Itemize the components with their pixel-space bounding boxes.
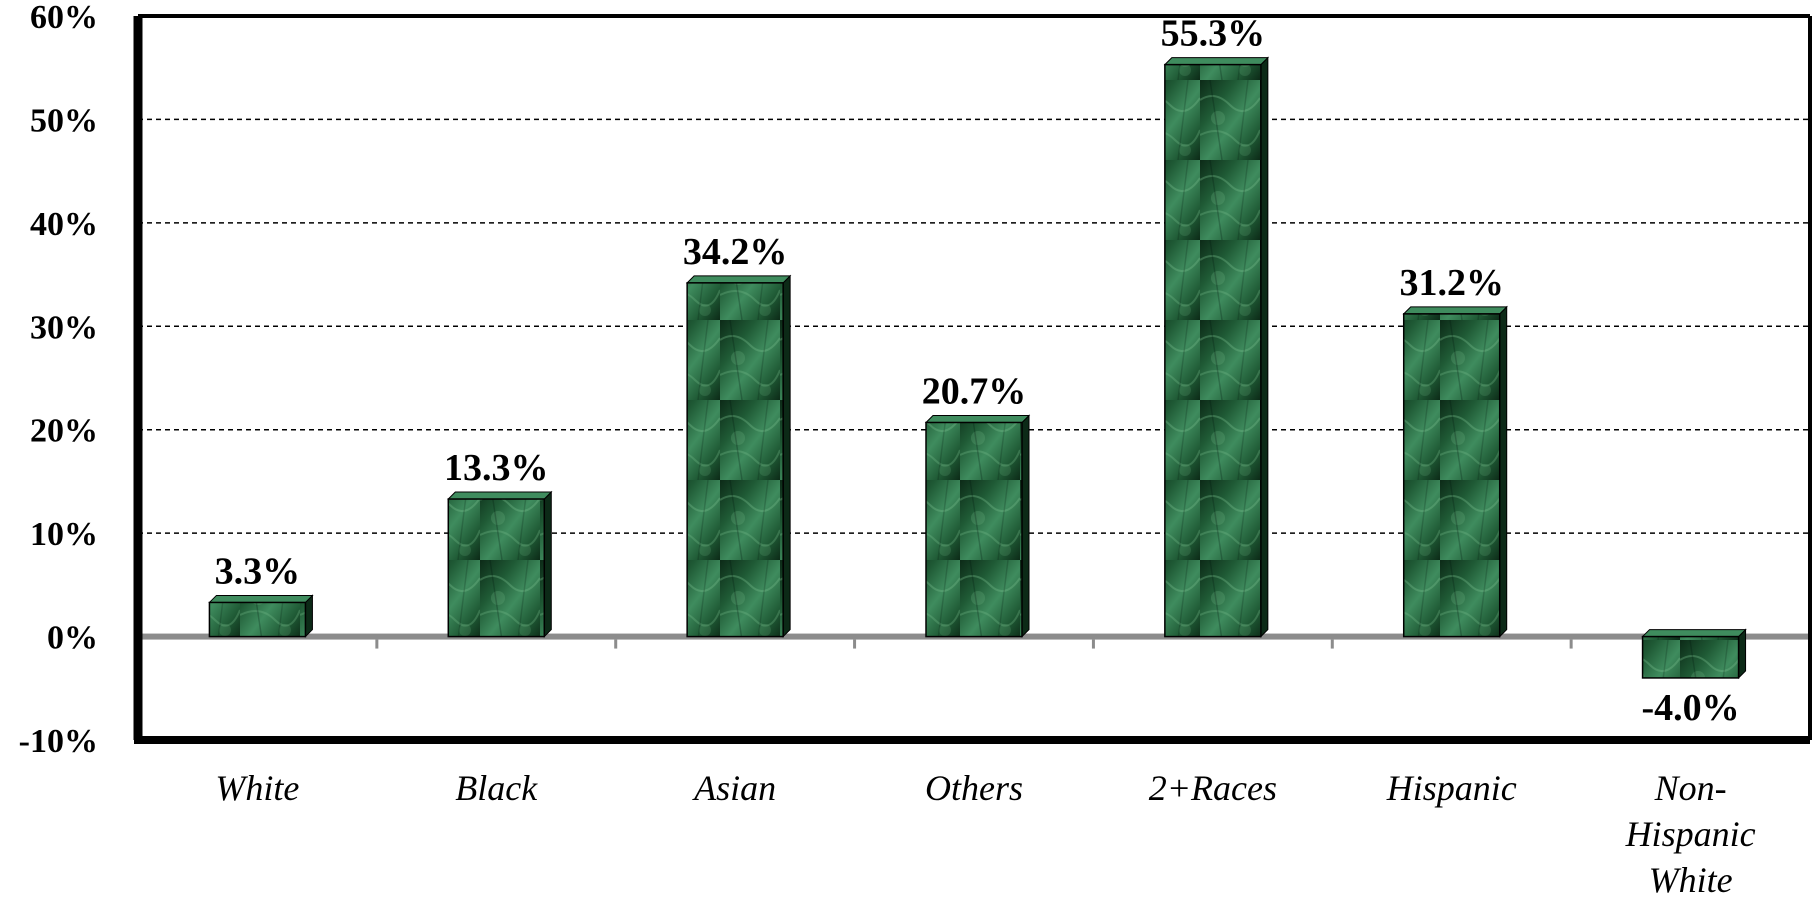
bar-front: [1402, 313, 1501, 638]
y-tick-label: 30%: [30, 309, 98, 346]
y-tick-label: -10%: [19, 723, 98, 760]
bar-others: [924, 414, 1031, 638]
bar-front: [208, 601, 307, 638]
bar-top: [447, 491, 553, 500]
x-axis-tick-labels: White Black Asian Others 2+Races Hispanic Non-…: [215, 768, 1756, 900]
data-label: -4.0%: [1641, 687, 1739, 729]
bar-top: [685, 275, 792, 284]
data-label: 55.3%: [1161, 13, 1266, 55]
y-tick-label: 10%: [30, 516, 98, 553]
x-tick-label: White: [215, 768, 299, 808]
y-tick-label: 20%: [30, 413, 98, 450]
bar-top: [208, 594, 314, 603]
bar-white: [208, 594, 314, 638]
data-label: 31.2%: [1399, 262, 1504, 304]
bar-top: [1402, 306, 1508, 315]
data-labels: 3.3% 13.3% 34.2% 20.7% 55.3% 31.2% -4.0%: [215, 13, 1740, 729]
bar-side: [782, 274, 791, 638]
y-tick-label: 60%: [30, 0, 98, 36]
bar-front: [447, 498, 546, 638]
x-tick-label: Others: [925, 768, 1023, 808]
x-tick-label: Asian: [692, 768, 776, 808]
bar-non-hispanic-white: [1641, 628, 1747, 680]
bar-side: [1260, 56, 1269, 638]
x-tick-label: Hispanic: [1386, 768, 1517, 808]
bar-top: [1641, 629, 1747, 638]
bar-front: [925, 421, 1023, 638]
bar-front: [686, 282, 784, 638]
bar-hispanic: [1402, 305, 1508, 638]
bar-side: [1499, 305, 1508, 638]
x-tick-label: 2+Races: [1149, 768, 1277, 808]
x-tick-label: Hispanic: [1625, 814, 1756, 854]
bar-front: [1164, 63, 1262, 638]
y-axis-tick-labels: -10% 0% 10% 20% 30% 40% 50% 60%: [19, 0, 98, 760]
data-label: 20.7%: [922, 370, 1027, 412]
data-label: 34.2%: [683, 231, 788, 273]
y-tick-label: 40%: [30, 206, 98, 243]
y-tick-label: 0%: [47, 620, 98, 657]
bar-2-races: [1163, 56, 1270, 638]
bar-side: [1738, 628, 1747, 680]
x-tick-label: Non-: [1654, 768, 1727, 808]
x-tick-label: Black: [455, 768, 538, 808]
x-tick-label: White: [1649, 860, 1733, 895]
data-label: 3.3%: [215, 550, 301, 592]
y-tick-label: 50%: [30, 102, 98, 139]
bar-asian: [685, 274, 792, 638]
bar-black: [447, 490, 553, 638]
bar-side: [543, 490, 552, 638]
bar-side: [1021, 414, 1030, 638]
bar-top: [924, 414, 1031, 423]
bar-front: [1641, 635, 1740, 679]
bars: [208, 56, 1747, 680]
bar-top: [1163, 57, 1270, 66]
data-label: 13.3%: [444, 447, 549, 489]
